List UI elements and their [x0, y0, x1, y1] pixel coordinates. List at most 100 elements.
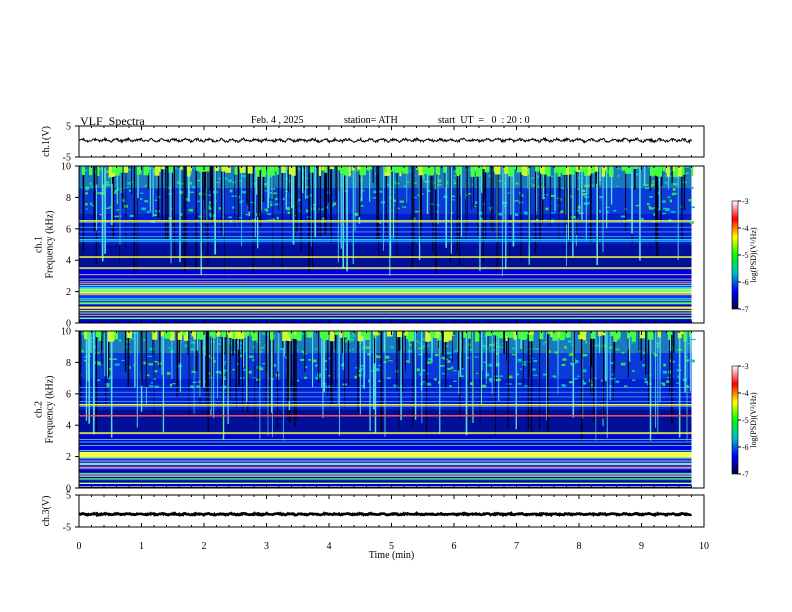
- ch2-spectrogram-speckle: [350, 338, 355, 340]
- ch2-spectrogram-speckle: [589, 383, 595, 387]
- ch2-spectrogram-top-emission: [183, 331, 189, 341]
- ch1-spectrogram-top-emission: [587, 166, 591, 176]
- ch2-spectrogram-speckle: [150, 382, 154, 384]
- ch1-spectrogram-speckle: [320, 208, 324, 211]
- ch2-spectrogram-top-emission: [357, 331, 364, 342]
- ch1-spectrogram-band: [79, 256, 692, 258]
- ch2-spectrogram-speckle: [393, 384, 399, 387]
- ch2-spectrogram-speckle: [452, 380, 457, 382]
- ch1-spectrogram-band: [79, 286, 692, 290]
- ch2-spectrogram-colorbar-tick-label: -6: [742, 443, 749, 452]
- ch1-spectrogram-speckle: [207, 194, 212, 196]
- ch2-spectrogram-speckle: [534, 348, 540, 350]
- ch2-spectrogram-top-emission: [96, 331, 100, 338]
- ch2-spectrogram-speckle: [452, 369, 457, 372]
- ch2-spectrogram-speckle: [112, 358, 118, 360]
- ch2-spectrogram-speckle: [190, 348, 196, 351]
- ch2-spectrogram-top-emission: [209, 331, 215, 337]
- ch2-spectrogram-speckle: [466, 356, 471, 359]
- ch1-spectrogram-top-emission: [601, 166, 606, 177]
- ch1-spectrogram-speckle: [397, 207, 401, 209]
- ch2-spectrogram-top-emission: [578, 331, 584, 340]
- ch1-spectrogram-heatmap: [79, 166, 704, 323]
- ch2-spectrogram-top-emission: [216, 331, 221, 337]
- ch2-spectrogram-top-emission: [616, 331, 621, 337]
- ch1-spectrogram-speckle: [107, 184, 112, 186]
- ch2-spectrogram-speckle: [592, 377, 597, 380]
- ch1-spectrogram-top-emission: [357, 166, 361, 170]
- ch1-spectrogram-speckle: [94, 170, 97, 174]
- ch1-spectrogram-speckle: [311, 207, 315, 209]
- ch1-spectrogram-speckle: [358, 198, 363, 202]
- ch1-spectrogram-speckle: [576, 177, 581, 179]
- ch2-spectrogram-speckle: [492, 349, 498, 351]
- x-tick-label: 10: [699, 541, 709, 552]
- ch1-spectrogram-speckle: [130, 181, 135, 184]
- ch1-spectrogram-top-emission: [234, 166, 238, 175]
- ch2-spectrogram-top-emission: [627, 331, 630, 339]
- ch2-spectrogram-speckle: [94, 352, 100, 354]
- ch1-spectrogram-top-emission: [580, 166, 586, 172]
- ch1-spectrogram-speckle: [406, 181, 410, 183]
- ch1-spectrogram-speckle: [102, 188, 105, 192]
- ch1-spectrogram-speckle: [308, 194, 313, 197]
- ch2-spectrogram-speckle: [542, 343, 545, 345]
- ch1-spectrogram-top-emission: [154, 166, 160, 176]
- ch2-spectrogram-speckle: [469, 349, 473, 352]
- ch2-spectrogram-speckle: [615, 380, 620, 383]
- ch1-spectrogram-speckle: [252, 182, 258, 185]
- ch2-spectrogram-top-emission: [627, 331, 634, 337]
- ch2-spectrogram-speckle: [83, 356, 87, 358]
- ch1-spectrogram-speckle: [191, 185, 196, 189]
- ch1-spectrogram-tick-label: 2: [66, 287, 71, 298]
- ch2-spectrogram-speckle: [308, 358, 312, 361]
- ch2-spectrogram-speckle: [390, 345, 394, 349]
- ch1-spectrogram-speckle: [674, 177, 678, 179]
- ch2-spectrogram-speckle: [577, 375, 581, 377]
- ch1-spectrogram-speckle: [275, 197, 278, 201]
- ch1-spectrogram-top-emission: [200, 166, 206, 171]
- ch2-spectrogram-speckle: [114, 363, 120, 366]
- ch1-spectrogram-speckle: [616, 168, 621, 170]
- ch1-spectrogram-speckle: [105, 183, 110, 186]
- ch1-spectrogram-top-emission: [187, 166, 191, 177]
- ch2-spectrogram-speckle: [568, 381, 574, 384]
- ch2-spectrogram-speckle: [495, 345, 500, 349]
- ch1-spectrogram-speckle: [231, 195, 237, 198]
- x-tick-label: 3: [264, 541, 269, 552]
- ch2-spectrogram-speckle: [107, 376, 112, 380]
- ch2-spectrogram-speckle: [93, 344, 98, 347]
- ch2-spectrogram-speckle: [691, 338, 696, 341]
- ch2-spectrogram-speckle: [184, 344, 189, 348]
- ch1-spectrogram-speckle: [435, 210, 439, 213]
- ch1-spectrogram-top-emission: [384, 166, 390, 176]
- ch2-spectrogram-speckle: [483, 361, 486, 363]
- ch1-spectrogram-speckle: [386, 183, 390, 187]
- ch2-spectrogram-colorbar-tick-label: -7: [742, 470, 749, 479]
- ch2-spectrogram-speckle: [201, 346, 205, 349]
- ch2-spectrogram-speckle: [300, 358, 305, 361]
- ch1-spectrogram-speckle: [474, 201, 479, 205]
- ch2-spectrogram-top-emission: [291, 331, 297, 336]
- ch2-spectrogram-speckle: [327, 374, 333, 377]
- ch2-spectrogram-top-emission: [269, 331, 274, 340]
- ch2-spectrogram-speckle: [376, 355, 381, 359]
- ch2-spectrogram-top-emission: [529, 331, 534, 335]
- ch1-spectrogram-top-emission: [256, 166, 260, 177]
- ch1-spectrogram-speckle: [502, 201, 508, 204]
- ch2-spectrogram-top-emission: [631, 331, 636, 342]
- ch2-spectrogram-top-emission: [244, 331, 250, 336]
- ch1-spectrogram-speckle: [648, 207, 654, 210]
- ch1-spectrogram-top-emission: [495, 166, 500, 171]
- ch1-spectrogram-speckle: [437, 184, 442, 186]
- ch1-spectrogram-top-emission: [507, 166, 514, 177]
- ch2-spectrogram-speckle: [609, 346, 613, 349]
- ch1-spectrogram-speckle: [140, 197, 143, 200]
- ch2-spectrogram-top-emission: [250, 331, 254, 337]
- ch1-spectrogram-speckle: [317, 208, 320, 211]
- ch2-spectrogram-speckle: [361, 385, 364, 387]
- ch2-spectrogram-speckle: [272, 364, 277, 367]
- x-tick-label: 0: [77, 541, 82, 552]
- ch2-spectrogram-speckle: [519, 368, 523, 370]
- ch1-spectrogram-speckle: [616, 185, 619, 187]
